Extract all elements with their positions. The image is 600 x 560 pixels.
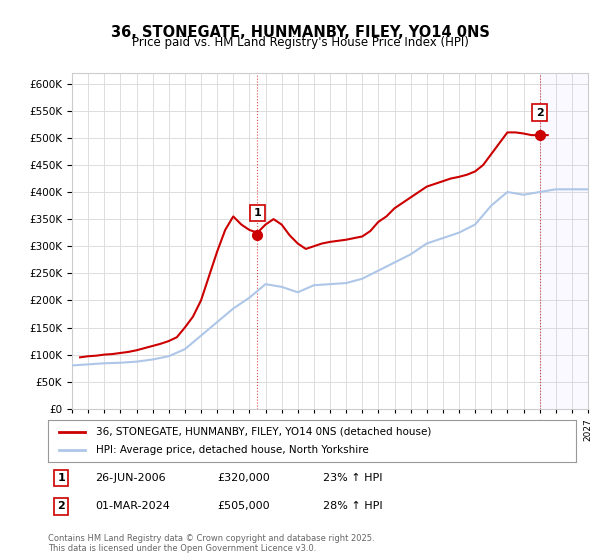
Text: £505,000: £505,000 (217, 501, 269, 511)
Text: 36, STONEGATE, HUNMANBY, FILEY, YO14 0NS (detached house): 36, STONEGATE, HUNMANBY, FILEY, YO14 0NS… (95, 427, 431, 437)
Text: Price paid vs. HM Land Registry's House Price Index (HPI): Price paid vs. HM Land Registry's House … (131, 36, 469, 49)
Text: 2: 2 (536, 108, 544, 118)
Text: HPI: Average price, detached house, North Yorkshire: HPI: Average price, detached house, Nort… (95, 445, 368, 455)
Bar (539, 73, 588, 409)
Text: 23% ↑ HPI: 23% ↑ HPI (323, 473, 382, 483)
Text: 1: 1 (58, 473, 65, 483)
Text: 36, STONEGATE, HUNMANBY, FILEY, YO14 0NS: 36, STONEGATE, HUNMANBY, FILEY, YO14 0NS (110, 25, 490, 40)
Text: Contains HM Land Registry data © Crown copyright and database right 2025.
This d: Contains HM Land Registry data © Crown c… (48, 534, 374, 553)
Text: 2: 2 (58, 501, 65, 511)
Text: 28% ↑ HPI: 28% ↑ HPI (323, 501, 382, 511)
Text: £320,000: £320,000 (217, 473, 270, 483)
Text: 26-JUN-2006: 26-JUN-2006 (95, 473, 166, 483)
Text: 01-MAR-2024: 01-MAR-2024 (95, 501, 170, 511)
Text: 1: 1 (254, 208, 262, 218)
